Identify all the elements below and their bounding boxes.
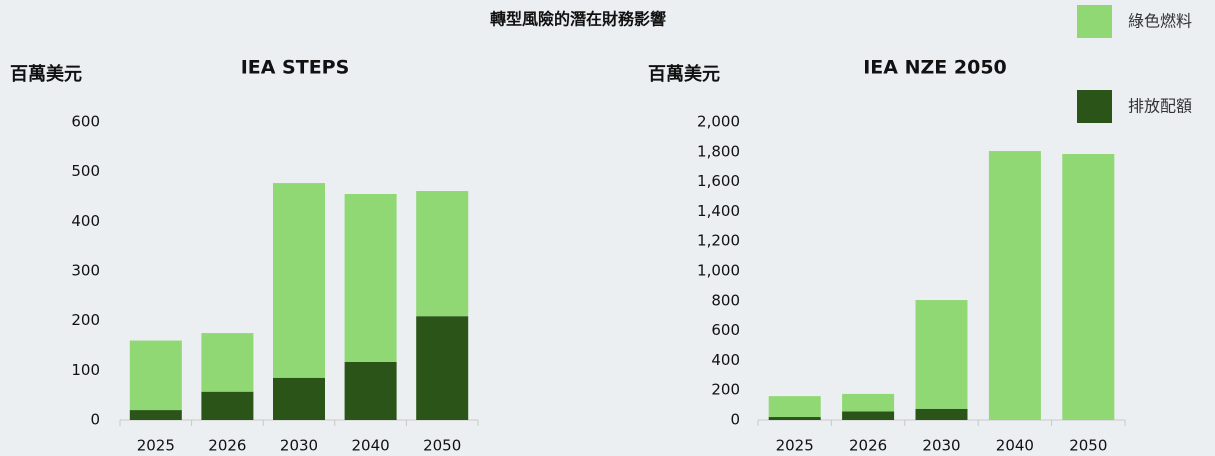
legend-label: 排放配額: [1128, 97, 1192, 116]
y-tick-label: 100: [71, 361, 100, 379]
bar-segment: [273, 377, 325, 420]
bar-segment: [416, 316, 469, 420]
x-tick-label: 2050: [423, 437, 461, 455]
y-tick-label: 200: [71, 311, 100, 329]
bar-segment: [344, 361, 397, 420]
bar-segment: [201, 333, 254, 392]
bar-segment: 綠色燃料: [988, 151, 1041, 420]
chart-subtitle: IEA NZE 2050: [863, 57, 1007, 79]
chart-subtitle: IEA STEPS: [241, 57, 350, 79]
x-tick-label: 2025: [137, 437, 175, 455]
y-tick-label: 200: [711, 381, 740, 399]
chart-title: 轉型風險的潛在財務影響: [490, 10, 666, 29]
legend-swatch: [1077, 90, 1112, 123]
bar-segment: 排放配額: [915, 408, 968, 420]
x-tick-label: 2026: [208, 437, 246, 455]
y-axis-label: 百萬美元: [648, 63, 720, 85]
y-tick-label: 400: [711, 351, 740, 369]
y-tick-label: 1,800: [697, 142, 740, 160]
y-axis-label: 百萬美元: [10, 63, 82, 85]
y-tick-label: 1,200: [697, 232, 740, 250]
bar-segment: 綠色燃料: [1062, 154, 1115, 420]
y-tick-label: 1,000: [697, 262, 740, 280]
x-tick-label: 2030: [922, 437, 960, 455]
y-tick-label: 1,400: [697, 202, 740, 220]
y-tick-label: 300: [71, 262, 100, 280]
x-tick-label: 2030: [280, 437, 318, 455]
x-tick-label: 2040: [352, 437, 390, 455]
y-tick-label: 0: [730, 411, 740, 429]
bar-segment: 綠色燃料: [915, 300, 968, 409]
y-tick-label: 800: [711, 291, 740, 309]
y-tick-label: 600: [71, 113, 100, 131]
bar-segment: [129, 340, 182, 411]
y-tick-label: 400: [71, 212, 100, 230]
bar-segment: 綠色燃料: [768, 396, 821, 418]
bar-segment: 綠色燃料: [842, 393, 895, 412]
bar-segment: [416, 191, 469, 317]
bar-segment: 排放配額: [842, 411, 895, 420]
y-tick-label: 600: [711, 321, 740, 339]
y-tick-label: 0: [90, 411, 100, 429]
y-tick-label: 1,600: [697, 172, 740, 190]
x-tick-label: 2025: [776, 437, 814, 455]
bar-segment: [129, 410, 182, 420]
legend-swatch: [1077, 5, 1112, 38]
legend-label: 綠色燃料: [1128, 12, 1192, 31]
bar-segment: [201, 391, 254, 420]
bar-segment: 排放配額: [768, 417, 821, 420]
y-tick-label: 500: [71, 162, 100, 180]
x-tick-label: 2040: [996, 437, 1034, 455]
y-tick-label: 2,000: [697, 113, 740, 131]
bar-segment: [273, 183, 325, 378]
x-tick-label: 2026: [849, 437, 887, 455]
bar-segment: [344, 194, 397, 362]
x-tick-label: 2050: [1069, 437, 1107, 455]
